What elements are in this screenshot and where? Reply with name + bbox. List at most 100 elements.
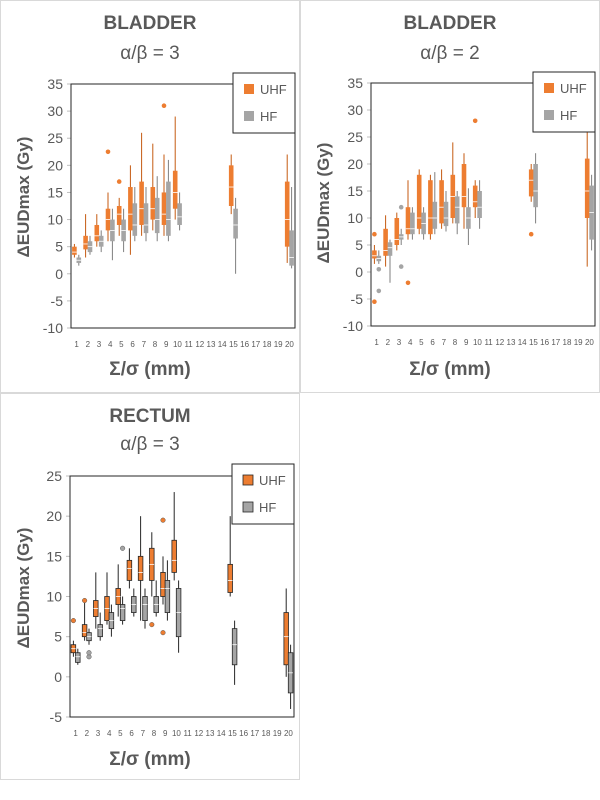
legend-label: HF <box>560 108 577 123</box>
x-tick-label: 17 <box>551 338 560 347</box>
box-body <box>154 197 160 234</box>
outlier-point <box>116 179 122 184</box>
box-body <box>443 201 449 227</box>
x-tick-label: 14 <box>518 338 527 347</box>
x-tick-label: 14 <box>218 340 227 349</box>
x-tick-label: 12 <box>495 338 504 347</box>
y-tick-label: 25 <box>347 129 363 145</box>
box-body <box>83 235 88 250</box>
legend-box <box>232 72 296 134</box>
x-tick-label: 7 <box>141 729 146 738</box>
x-axis-label: Σ/σ (mm) <box>109 749 191 770</box>
y-tick-label: 20 <box>347 156 363 172</box>
y-tick-label: -5 <box>351 291 364 307</box>
x-tick-label: 10 <box>473 338 482 347</box>
chart-title: BLADDER <box>403 13 497 34</box>
plot-area <box>70 83 296 329</box>
y-tick-label: 15 <box>46 548 62 564</box>
outlier-point <box>398 264 404 269</box>
x-tick-label: 18 <box>563 338 572 347</box>
box-body <box>126 559 133 581</box>
box-body <box>383 228 388 256</box>
legend-swatch <box>244 84 254 94</box>
box-body <box>410 212 415 235</box>
box-body <box>161 192 167 225</box>
outlier-point <box>472 118 478 124</box>
y-tick-label: -10 <box>343 318 363 334</box>
x-tick-label: 11 <box>183 729 192 738</box>
x-tick-label: 10 <box>172 729 181 738</box>
box-body <box>116 206 122 225</box>
outlier-point <box>70 618 76 624</box>
chart-subtitle: α/β = 2 <box>420 43 480 64</box>
chart-subtitle: α/β = 3 <box>120 434 180 455</box>
y-tick-label: 25 <box>47 130 63 146</box>
x-tick-label: 12 <box>195 340 204 349</box>
x-axis-label: Σ/σ (mm) <box>109 359 191 380</box>
x-tick-label: 8 <box>453 338 458 347</box>
x-tick-label: 3 <box>96 729 101 738</box>
x-tick-label: 4 <box>408 338 413 347</box>
x-tick-label: 7 <box>442 338 447 347</box>
x-tick-label: 15 <box>529 338 538 347</box>
box-body <box>160 571 166 597</box>
x-tick-label: 1 <box>374 338 379 347</box>
bladder-ab2-chart: BLADDER α/β = 2 ΔEUDmax (Gy) Σ/σ (mm) -1… <box>300 0 600 393</box>
box-body <box>142 596 148 622</box>
x-tick-label: 6 <box>129 729 134 738</box>
x-tick-label: 9 <box>464 338 469 347</box>
legend-label: UHF <box>260 82 287 97</box>
x-tick-label: 1 <box>74 340 79 349</box>
box-body <box>461 164 467 208</box>
chart-title: RECTUM <box>109 406 191 427</box>
box-body <box>283 612 289 666</box>
box-body <box>528 169 534 197</box>
outlier-point <box>372 231 377 237</box>
y-tick-label: 20 <box>46 508 62 524</box>
outlier-point <box>398 204 404 210</box>
box-body <box>533 164 538 208</box>
outlier-point <box>405 280 411 286</box>
x-tick-label: 16 <box>240 340 249 349</box>
outlier-point <box>376 267 382 272</box>
box-body <box>128 187 133 231</box>
y-tick-label: -5 <box>50 709 63 725</box>
outlier-point <box>372 299 377 305</box>
x-tick-label: 19 <box>574 338 583 347</box>
bladder-ab3-chart: BLADDER α/β = 3 ΔEUDmax (Gy) Σ/σ (mm) -1… <box>0 0 300 393</box>
x-tick-label: 18 <box>263 340 272 349</box>
box-body <box>166 181 171 236</box>
box-body <box>416 174 422 229</box>
box-body <box>227 563 233 593</box>
x-tick-label: 15 <box>229 340 238 349</box>
legend-swatch <box>544 110 554 120</box>
y-tick-label: 25 <box>46 468 62 484</box>
box-body <box>405 207 411 235</box>
y-tick-label: 10 <box>46 589 62 605</box>
y-tick-label: 5 <box>55 239 63 255</box>
x-tick-label: 1 <box>73 729 78 738</box>
x-tick-label: 2 <box>86 340 91 349</box>
plot-area <box>69 475 295 718</box>
legend-label: HF <box>260 109 277 124</box>
box-body <box>164 580 171 613</box>
x-tick-label: 6 <box>430 338 435 347</box>
box-body <box>284 181 290 247</box>
y-tick-label: 35 <box>347 75 363 91</box>
x-tick-label: 15 <box>228 729 237 738</box>
box-body <box>137 555 144 581</box>
y-tick-label: 10 <box>347 210 363 226</box>
legend-swatch <box>544 83 554 93</box>
outlier-point <box>82 597 88 604</box>
x-tick-label: 2 <box>85 729 90 738</box>
box-body <box>94 224 100 242</box>
box-body <box>387 242 393 256</box>
y-tick-label: 0 <box>355 264 363 280</box>
x-tick-label: 16 <box>239 729 248 738</box>
outlier-point <box>376 288 382 294</box>
x-tick-label: 6 <box>130 340 135 349</box>
y-tick-label: -10 <box>43 320 63 336</box>
x-tick-label: 14 <box>217 729 226 738</box>
